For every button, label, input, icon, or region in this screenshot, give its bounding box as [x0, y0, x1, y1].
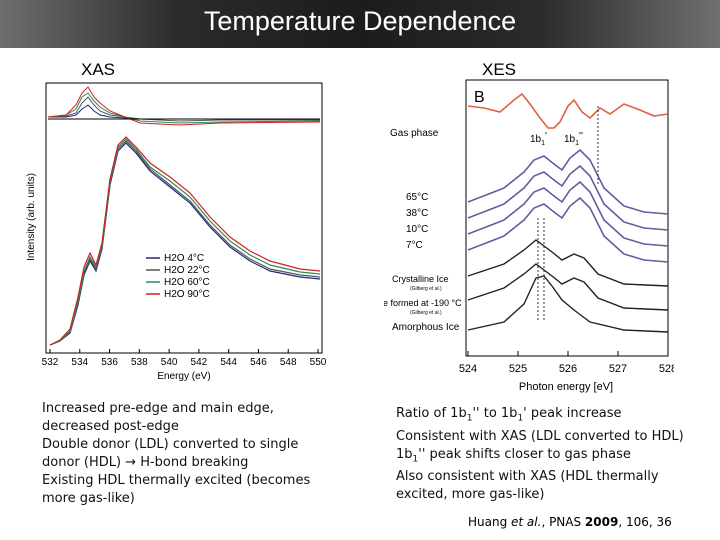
xes-ice-formed-ref: (Gilberg et al.): [410, 310, 442, 316]
xas-tick-label: 544: [220, 357, 237, 368]
xes-tick-label: 524: [459, 363, 477, 375]
xes-temp-label: 38°C: [406, 208, 428, 219]
xas-legend-entry: H2O 60°C: [164, 277, 210, 288]
xes-axes-frame: [465, 79, 669, 357]
xas-tick-label: 546: [250, 357, 267, 368]
xas-legend-entry: H2O 4°C: [164, 253, 204, 264]
xas-note-3: Existing HDL thermally excited (becomes …: [42, 473, 311, 506]
xes-figure: B Gas phase 1b1' 1b1'' 65°C 38°C 10°C 7°C C…: [384, 79, 674, 393]
xes-note-2: Consistent with XAS (LDL converted to HD…: [396, 428, 684, 444]
xes-crystalline-label: Crystalline Ice: [392, 274, 449, 284]
xas-tick-label: 542: [191, 357, 208, 368]
xes-gas-phase-curve: [467, 92, 669, 129]
xas-legend-entry: H2O 22°C: [164, 265, 210, 276]
xes-ice-formed-label: Ice formed at -190 °C: [384, 298, 462, 308]
xas-figure: Intensity (arb. units) 532 534 536 538 540 54…: [26, 82, 327, 382]
xes-peak2-label: 1b1'': [564, 131, 583, 147]
xas-spectra-curves: [49, 136, 321, 346]
xas-tick-label: 536: [101, 357, 118, 368]
xes-peak-markers: [537, 106, 599, 322]
xes-gas-phase-label: Gas phase: [390, 128, 439, 139]
xes-liquid-curves: [467, 148, 669, 263]
xes-panel-label: XES: [482, 60, 517, 79]
xas-tick-labels: 532 534 536 538 540 542 544 546 548 550: [42, 349, 327, 368]
xes-note-4: Also consistent with XAS (HDL thermally …: [396, 469, 659, 503]
xas-tick-label: 540: [161, 357, 178, 368]
xes-temp-label: 10°C: [406, 224, 428, 235]
citation: Huang et al., PNAS 2009, 106, 36: [468, 515, 672, 529]
xes-crystalline-ref: (Gilberg et al.): [410, 286, 442, 292]
xes-temperature-labels: 65°C 38°C 10°C 7°C: [406, 192, 428, 251]
xes-temp-label: 7°C: [406, 240, 423, 251]
xas-difference-curves: [47, 86, 321, 126]
xas-ylabel: Intensity (arb. units): [26, 173, 37, 261]
xas-tick-label: 550: [310, 357, 327, 368]
xes-tick-label: 526: [559, 363, 577, 375]
xes-tick-label: 528: [659, 363, 674, 375]
xes-amorphous-label: Amorphous Ice: [392, 322, 460, 333]
xes-peak1-label: 1b1': [530, 131, 547, 147]
xes-note-3: 1b1'' peak shifts closer to gas phase: [396, 446, 631, 465]
xes-tick-labels: 524 525 526 527 528: [459, 351, 674, 375]
xes-tick-label: 527: [609, 363, 627, 375]
xas-axes-frame: [45, 82, 323, 354]
xes-panel-letter: B: [474, 89, 485, 106]
xas-legend-entry: H2O 90°C: [164, 289, 210, 300]
xas-note-1: Increased pre-edge and main edge, decrea…: [42, 401, 274, 434]
xes-note-1: Ratio of 1b1'' to 1b1' peak increase: [396, 406, 622, 424]
slide-title: Temperature Dependence: [203, 6, 517, 36]
xas-tick-label: 532: [42, 357, 59, 368]
xes-ice-curves: [467, 239, 669, 333]
xas-tick-label: 534: [71, 357, 88, 368]
xes-xlabel: Photon energy [eV]: [519, 381, 613, 393]
xas-tick-label: 548: [280, 357, 297, 368]
xas-xlabel: Energy (eV): [157, 371, 210, 382]
xas-notes: Increased pre-edge and main edge, decrea…: [42, 400, 312, 508]
xas-note-2: Double donor (LDL) converted to single d…: [42, 437, 299, 470]
title-bar: [0, 0, 720, 48]
xas-panel-label: XAS: [81, 60, 116, 79]
xes-tick-label: 525: [509, 363, 527, 375]
xes-notes: Ratio of 1b1'' to 1b1' peak increase Con…: [396, 405, 696, 504]
xas-tick-label: 538: [131, 357, 148, 368]
xes-temp-label: 65°C: [406, 192, 428, 203]
